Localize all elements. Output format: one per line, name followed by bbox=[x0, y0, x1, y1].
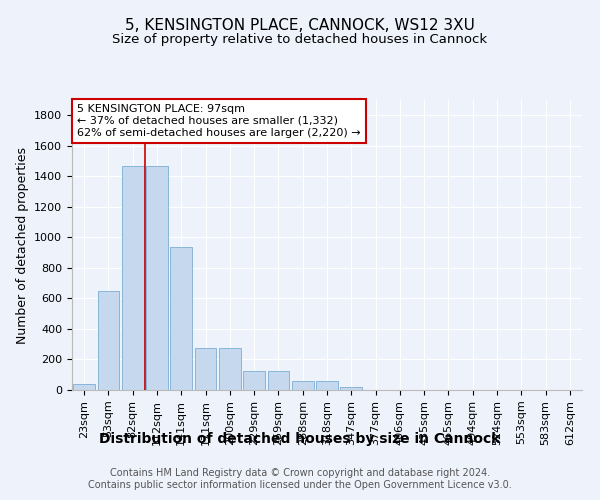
Text: Size of property relative to detached houses in Cannock: Size of property relative to detached ho… bbox=[112, 32, 488, 46]
Bar bbox=[170, 248, 192, 390]
Bar bbox=[97, 291, 119, 390]
Bar bbox=[340, 387, 362, 390]
Bar bbox=[219, 348, 241, 390]
Bar bbox=[292, 381, 314, 390]
Bar bbox=[316, 381, 338, 390]
Text: Distribution of detached houses by size in Cannock: Distribution of detached houses by size … bbox=[100, 432, 500, 446]
Bar bbox=[122, 166, 143, 390]
Text: 5, KENSINGTON PLACE, CANNOCK, WS12 3XU: 5, KENSINGTON PLACE, CANNOCK, WS12 3XU bbox=[125, 18, 475, 32]
Bar bbox=[146, 166, 168, 390]
Bar bbox=[73, 384, 95, 390]
Bar bbox=[194, 348, 217, 390]
Text: 5 KENSINGTON PLACE: 97sqm
← 37% of detached houses are smaller (1,332)
62% of se: 5 KENSINGTON PLACE: 97sqm ← 37% of detac… bbox=[77, 104, 361, 138]
Y-axis label: Number of detached properties: Number of detached properties bbox=[16, 146, 29, 344]
Text: Contains HM Land Registry data © Crown copyright and database right 2024.
Contai: Contains HM Land Registry data © Crown c… bbox=[88, 468, 512, 490]
Bar bbox=[268, 371, 289, 390]
Bar bbox=[243, 371, 265, 390]
